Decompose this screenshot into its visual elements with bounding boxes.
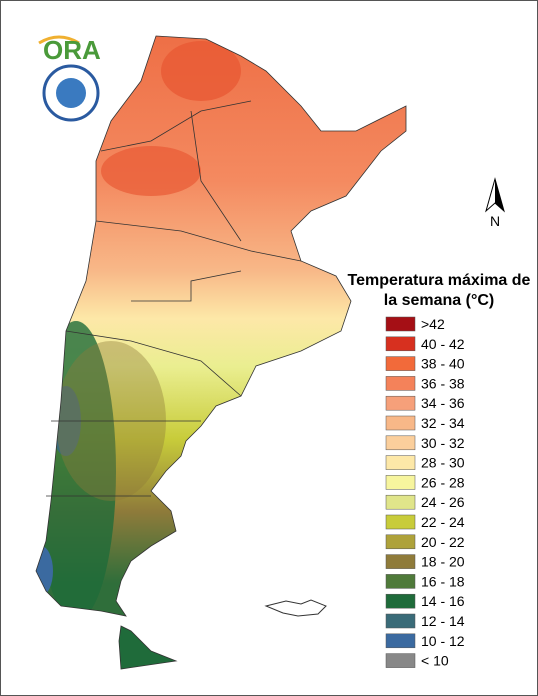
legend-label: 12 - 14 [421,613,465,629]
legend-swatch [385,415,416,431]
legend-label: 22 - 24 [421,514,465,530]
legend-label: 16 - 18 [421,573,465,589]
islands [264,599,327,617]
legend-swatch [385,455,416,470]
legend-label: < 10 [421,653,449,669]
legend-swatch [385,514,416,530]
legend-swatch [385,534,416,550]
legend-swatch [385,475,416,490]
borders [35,35,407,617]
legend-label: 14 - 16 [421,593,465,609]
legend-swatch [385,435,416,451]
legend-swatch [385,356,416,371]
legend-swatch [385,613,416,629]
north-label: N [490,213,500,229]
legend-label: 36 - 38 [421,375,465,391]
legend-label: >42 [421,316,445,332]
legend-swatch [385,554,416,569]
north-arrow-half [495,179,504,211]
legend-label: 10 - 12 [421,633,465,649]
legend-label: 40 - 42 [421,336,465,352]
legend-swatch [385,633,416,649]
temperature-field [36,36,406,616]
legend-label: 30 - 32 [421,435,465,451]
logo-arc [38,35,80,45]
legend-label: 38 - 40 [421,356,465,372]
legend-swatch [385,593,416,609]
legend-label: 34 - 36 [421,395,465,411]
legend-label: 18 - 20 [421,554,465,570]
legend-swatch [385,653,416,668]
legend-swatch [385,395,416,411]
legend-swatch [385,574,416,589]
tierra-del-fuego [118,625,178,670]
legend-label: 24 - 26 [421,494,465,510]
legend-label: 20 - 22 [421,534,465,550]
emblem-center [56,78,86,108]
legend-title: Temperatura máxima de la semana (°C) [347,272,531,309]
legend-label: 32 - 34 [421,415,465,431]
logo: ORA [43,35,101,65]
legend-swatch [385,336,416,352]
legend-label: 28 - 30 [421,455,465,471]
legend-swatch [385,316,416,332]
legend-swatch [385,376,416,391]
legend-label: 26 - 28 [421,474,465,490]
legend-swatch [385,494,416,510]
